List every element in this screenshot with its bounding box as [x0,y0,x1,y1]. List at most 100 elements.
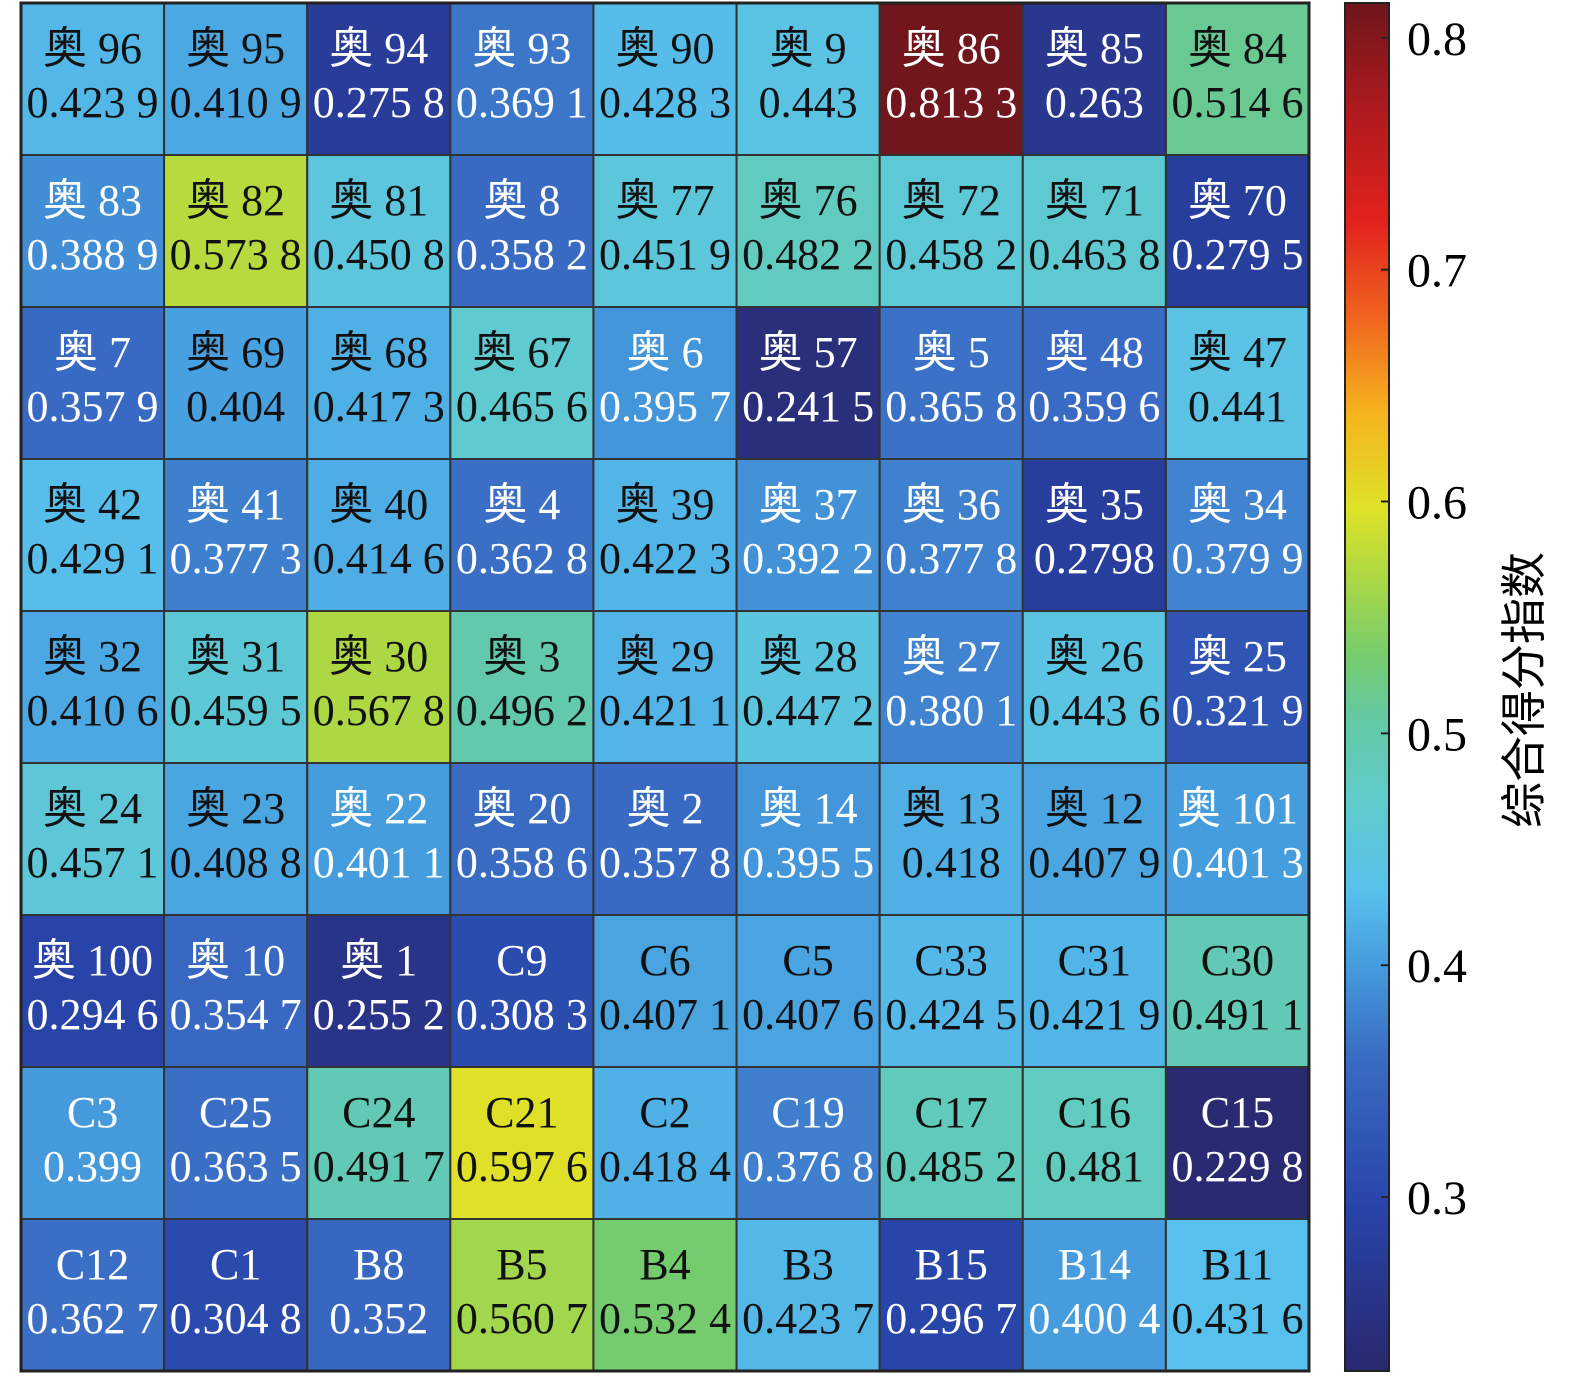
heatmap-cell-fill [592,154,738,308]
heatmap-cell: 奥 72 0.458 2 [878,154,1024,308]
heatmap-cell-fill [1021,762,1167,916]
heatmap-cell-fill [163,610,309,764]
heatmap-cell-label: 奥 101 [1177,784,1298,833]
heatmap-cell-value: 0.388 9 [27,230,159,279]
heatmap-cell-value: 0.496 2 [456,686,588,735]
heatmap-cell-label: C3 [67,1088,118,1137]
heatmap-cell-value: 0.401 3 [1171,838,1303,887]
heatmap-cell-label: 奥 4 [483,480,560,529]
heatmap-cell: 奥 31 0.459 5 [163,610,309,764]
heatmap-cell-fill [735,762,881,916]
heatmap-cell-label: C30 [1201,936,1274,985]
heatmap-cell-value: 0.362 7 [27,1294,159,1343]
heatmap-cell-value: 0.395 5 [742,838,874,887]
heatmap-cell-value: 0.423 7 [742,1294,874,1343]
heatmap-cell: 奥 10 0.354 7 [163,914,309,1068]
heatmap-cell-label: 奥 22 [329,784,428,833]
heatmap-frame [19,1,1311,1373]
heatmap-cell-label: C17 [915,1088,988,1137]
heatmap-cell-label: C15 [1201,1088,1274,1137]
heatmap-cell-fill [878,1066,1024,1220]
heatmap-cell-value: 0.532 4 [599,1294,731,1343]
heatmap-cell-fill [449,1218,595,1372]
heatmap-cell: 奥 57 0.241 5 [735,306,881,460]
heatmap-cell: 奥 32 0.410 6 [20,610,166,764]
heatmap-cell-label: 奥 41 [186,480,285,529]
heatmap-cell-fill [592,1218,738,1372]
heatmap-cell-value: 0.457 1 [27,838,159,887]
heatmap-cell-fill [449,154,595,308]
heatmap-cell-value: 0.514 6 [1171,78,1303,127]
heatmap-cell: 奥 42 0.429 1 [20,458,166,612]
heatmap-cell: B8 0.352 [306,1218,452,1372]
heatmap-cell-value: 0.296 7 [885,1294,1017,1343]
heatmap-cell: C24 0.491 7 [306,1066,452,1220]
heatmap-cell: 奥 30 0.567 8 [306,610,452,764]
heatmap-cell-label: 奥 42 [43,480,142,529]
heatmap-cell-value: 0.491 7 [313,1142,445,1191]
heatmap-cell-value: 0.358 2 [456,230,588,279]
heatmap-cell-value: 0.441 [1188,382,1287,431]
heatmap-cell-fill [306,762,452,916]
heatmap-cell: 奥 84 0.514 6 [1164,2,1311,156]
heatmap-cell-value: 0.321 9 [1171,686,1303,735]
heatmap-cell-label: 奥 31 [186,632,285,681]
heatmap-cell-fill [1021,458,1167,612]
heatmap-cell-value: 0.229 8 [1171,1142,1303,1191]
heatmap-cell: C19 0.376 8 [735,1066,881,1220]
heatmap-cell: 奥 69 0.404 [163,306,309,460]
heatmap-cell: 奥 81 0.450 8 [306,154,452,308]
heatmap-cell: 奥 9 0.443 [735,2,881,156]
heatmap-cell-label: 奥 10 [186,936,285,985]
heatmap-cell-value: 0.421 9 [1028,990,1160,1039]
heatmap-cell-label: 奥 34 [1188,480,1287,529]
heatmap-cell-label: C19 [771,1088,844,1137]
heatmap-cell: 奥 25 0.321 9 [1164,610,1311,764]
heatmap-cell-value: 0.392 2 [742,534,874,583]
heatmap-cell-value: 0.357 8 [599,838,731,887]
heatmap-cell: 奥 36 0.377 8 [878,458,1024,612]
heatmap-cell-fill [449,610,595,764]
heatmap-cell: 奥 70 0.279 5 [1164,154,1311,308]
heatmap-cell: C3 0.399 [20,1066,166,1220]
heatmap-cell: 奥 47 0.441 [1164,306,1311,460]
heatmap-cell-label: 奥 37 [759,480,858,529]
heatmap-cell: 奥 76 0.482 2 [735,154,881,308]
heatmap-cell-value: 0.359 6 [1028,382,1160,431]
heatmap-cell: 奥 27 0.380 1 [878,610,1024,764]
heatmap-cell-label: C21 [485,1088,558,1137]
heatmap-cell: 奥 22 0.401 1 [306,762,452,916]
heatmap-cell-label: 奥 96 [43,24,142,73]
heatmap-cell-label: 奥 8 [483,176,560,225]
heatmap-cell-value: 0.369 1 [456,78,588,127]
heatmap-cell-fill [20,1218,166,1372]
heatmap-cell-fill [306,154,452,308]
heatmap-cell-label: 奥 76 [759,176,858,225]
heatmap-cell-value: 0.431 6 [1171,1294,1303,1343]
heatmap-cell: 奥 26 0.443 6 [1021,610,1167,764]
heatmap-cell-value: 0.377 8 [885,534,1017,583]
heatmap-cell-value: 0.414 6 [313,534,445,583]
heatmap-cell-label: 奥 86 [902,24,1001,73]
heatmap-cell-label: B15 [915,1240,988,1289]
heatmap-cell: 奥 82 0.573 8 [163,154,309,308]
heatmap-cell: 奥 34 0.379 9 [1164,458,1311,612]
heatmap-cell-value: 0.573 8 [170,230,302,279]
heatmap-cell-fill [735,1218,881,1372]
heatmap-cell: 奥 5 0.365 8 [878,306,1024,460]
heatmap-cell: C15 0.229 8 [1164,1066,1311,1220]
heatmap-cell-value: 0.491 1 [1171,990,1303,1039]
heatmap-cell-fill [449,2,595,156]
heatmap-cell-fill [449,1066,595,1220]
heatmap-cell-value: 0.401 1 [313,838,445,887]
heatmap-cell-value: 0.400 4 [1028,1294,1160,1343]
heatmap-cell-label: B8 [353,1240,404,1289]
colorbar-ticks: 0.3 0.4 0.5 0.6 0.7 0.8 [1381,13,1467,1225]
heatmap-cell-value: 0.410 6 [27,686,159,735]
heatmap-cell: 奥 93 0.369 1 [449,2,595,156]
heatmap-cell-fill [735,610,881,764]
heatmap-cell-label: B5 [496,1240,547,1289]
heatmap-cell-value: 0.481 [1045,1142,1144,1191]
heatmap-cell-label: C25 [199,1088,272,1137]
heatmap-cell-label: 奥 90 [616,24,715,73]
